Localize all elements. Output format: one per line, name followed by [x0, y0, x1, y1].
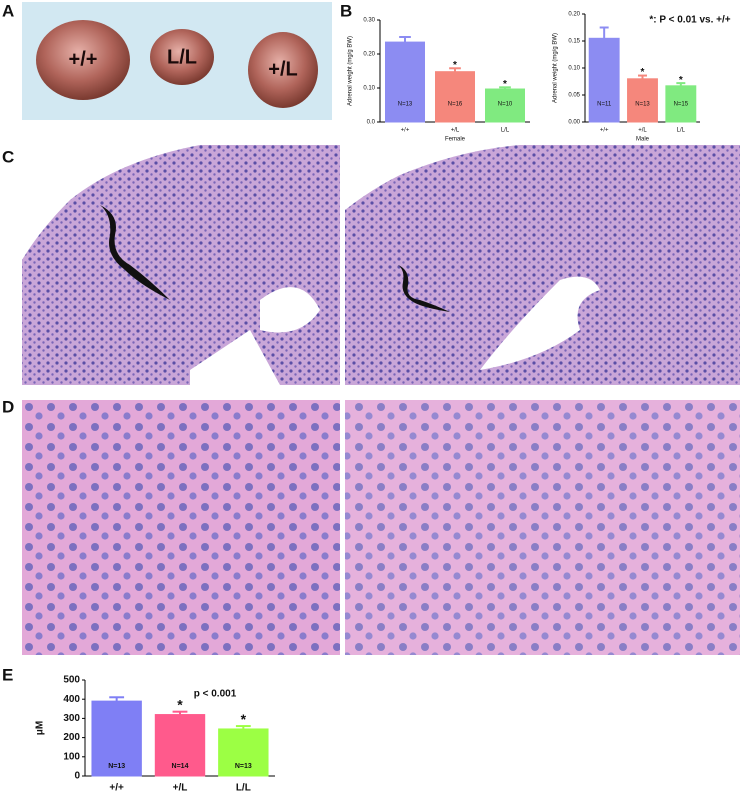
bar: [218, 728, 269, 777]
annotation: p < 0.001: [194, 689, 237, 700]
significance-marker: *: [241, 711, 247, 727]
bar: [485, 88, 525, 123]
bar: [665, 85, 697, 123]
gland: [36, 20, 130, 100]
x-tick-label: L/L: [501, 128, 510, 134]
y-axis-label: μM: [35, 721, 46, 735]
photo-label: +/+: [69, 48, 98, 70]
panel-label: A: [2, 1, 14, 20]
n-label: N=11: [597, 102, 612, 108]
annotation: *: P < 0.01 vs. +/+: [649, 15, 730, 26]
bar: [91, 700, 142, 777]
x-tick-label: +/L: [173, 783, 188, 794]
y-tick-label: 0: [74, 771, 80, 782]
x-axis-label: Female: [445, 137, 466, 143]
histology-image: [345, 400, 740, 655]
significance-marker: *: [177, 696, 183, 712]
panel-label: C: [2, 147, 14, 166]
bar: [627, 78, 658, 123]
photo-label: +/L: [268, 58, 297, 80]
y-tick-label: 300: [63, 713, 80, 724]
significance-marker: *: [641, 67, 645, 78]
y-tick-label: 0.15: [568, 39, 580, 45]
lumen: [480, 276, 600, 370]
n-label: N=13: [398, 102, 413, 108]
y-tick-label: 0.10: [363, 86, 375, 92]
y-tick-label: 0.20: [363, 52, 375, 58]
significance-marker: *: [453, 60, 457, 71]
n-label: N=16: [448, 102, 463, 108]
x-tick-label: +/+: [600, 128, 609, 134]
histology-image: [22, 400, 340, 655]
y-axis-label: Adrenal weight (mg/g BW): [348, 36, 354, 106]
bar: [385, 41, 425, 123]
n-label: N=10: [498, 102, 513, 108]
significance-marker: *: [679, 75, 683, 86]
panel-label: E: [2, 665, 13, 684]
brace: [100, 205, 170, 300]
x-tick-label: L/L: [236, 783, 251, 794]
gland: [150, 29, 214, 85]
x-tick-label: +/+: [109, 783, 124, 794]
lumen: [190, 287, 320, 385]
brace: [398, 265, 450, 312]
n-label: N=13: [108, 763, 125, 770]
n-label: N=15: [674, 102, 689, 108]
n-label: N=13: [235, 763, 252, 770]
background: [345, 145, 520, 210]
y-tick-label: 500: [63, 675, 80, 686]
y-tick-label: 0.10: [568, 66, 580, 72]
x-tick-label: +/L: [638, 128, 647, 134]
x-axis-label: Male: [636, 137, 650, 143]
significance-marker: *: [503, 79, 507, 90]
y-tick-label: 100: [63, 751, 80, 762]
panel-label: D: [2, 397, 14, 416]
gland: [248, 32, 318, 108]
y-axis-label: Adrenal weight (mg/g BW): [553, 33, 559, 103]
y-tick-label: 400: [63, 694, 80, 705]
x-tick-label: +/L: [451, 128, 460, 134]
bar: [435, 71, 475, 123]
n-label: N=14: [172, 763, 189, 770]
background: [22, 145, 200, 260]
y-tick-label: 0.0: [367, 120, 376, 126]
bar: [154, 714, 206, 777]
x-tick-label: L/L: [677, 128, 686, 134]
photo-label: L/L: [167, 46, 197, 68]
y-tick-label: 0.30: [363, 18, 375, 24]
panel-label: B: [340, 1, 352, 20]
y-tick-label: 0.00: [568, 120, 580, 126]
bar: [588, 37, 620, 123]
y-tick-label: 0.05: [568, 93, 580, 99]
n-label: N=13: [635, 102, 650, 108]
x-tick-label: +/+: [401, 128, 410, 134]
y-tick-label: 0.20: [568, 12, 580, 18]
y-tick-label: 200: [63, 732, 80, 743]
